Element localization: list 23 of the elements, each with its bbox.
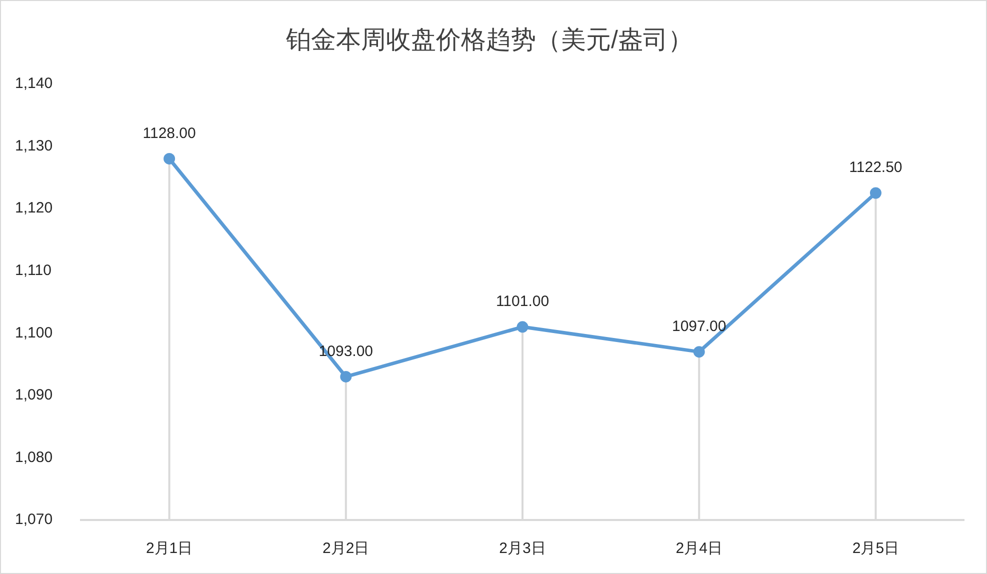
y-tick-label: 1,140 xyxy=(15,75,53,92)
x-tick-label: 2月3日 xyxy=(499,540,546,558)
y-tick-label: 1,090 xyxy=(15,386,53,404)
point xyxy=(693,346,705,358)
y-tick-label: 1,070 xyxy=(15,511,53,528)
x-tick-label: 2月5日 xyxy=(852,540,900,558)
y-tick-label: 1,110 xyxy=(15,262,52,279)
chart-title: 铂金本周收盘价格趋势（美元/盎司） xyxy=(285,26,693,54)
y-tick-label: 1,120 xyxy=(15,200,53,217)
data-label: 1128.00 xyxy=(142,124,196,142)
data-label: 1101.00 xyxy=(496,293,550,310)
y-tick-label: 1,130 xyxy=(15,137,53,154)
point xyxy=(516,321,528,333)
data-label: 1122.50 xyxy=(849,159,902,176)
x-tick-label: 2月4日 xyxy=(676,540,722,558)
y-tick-label: 1,080 xyxy=(15,448,53,466)
x-tick-label: 2月1日 xyxy=(146,540,193,558)
point xyxy=(340,370,352,382)
y-tick-label: 1,100 xyxy=(15,324,53,342)
point xyxy=(164,152,176,164)
data-label: 1097.00 xyxy=(672,318,726,335)
x-tick-label: 2月2日 xyxy=(322,540,370,558)
point xyxy=(870,187,882,199)
